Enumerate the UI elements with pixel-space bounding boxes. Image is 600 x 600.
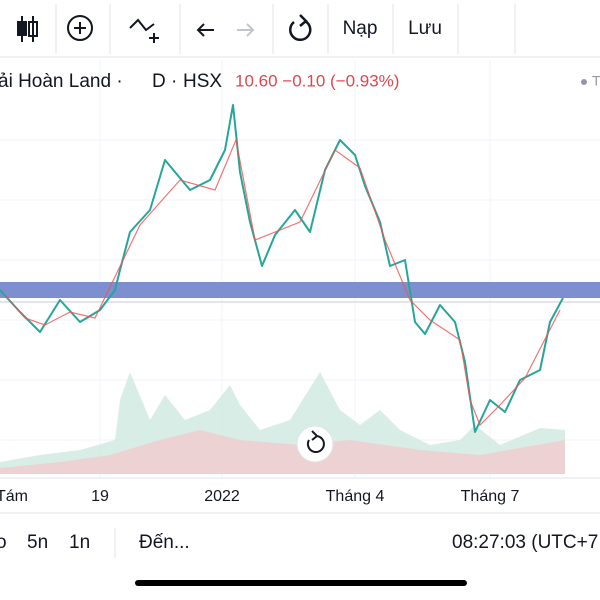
add-button[interactable] (67, 15, 93, 41)
indicator-button[interactable] (129, 18, 159, 43)
volume-down (0, 430, 565, 474)
load-button[interactable]: Nạp (343, 18, 378, 39)
status-text: T (592, 73, 600, 89)
symbol-name: ải Hoàn Land · (0, 71, 123, 92)
x-label: Tháng 4 (326, 488, 385, 505)
interval: D · (152, 71, 177, 92)
goto-button[interactable]: Đến... (139, 532, 190, 553)
price-series-down (4, 137, 561, 427)
save-button[interactable]: Lưu (408, 18, 442, 39)
undo-button[interactable] (196, 23, 214, 37)
exchange: HSX (183, 71, 222, 92)
x-label: 19 (91, 488, 109, 505)
reset-chart-button[interactable] (296, 425, 334, 463)
redo-button[interactable] (237, 23, 255, 37)
x-label: Tám (0, 488, 28, 505)
separators (0, 4, 600, 58)
home-indicator (135, 580, 467, 586)
chart-type-button[interactable] (17, 16, 38, 42)
x-label: Tháng 7 (461, 488, 520, 505)
range-button[interactable]: 5n (27, 532, 48, 553)
price-zone (0, 282, 600, 298)
x-label: 2022 (204, 488, 240, 505)
range-button[interactable]: 1n (69, 532, 90, 553)
price-info: 10.60 −0.10 (−0.93%) (235, 71, 399, 90)
price-series (0, 104, 564, 433)
range-button[interactable]: o (0, 532, 7, 553)
status-dot (581, 79, 587, 85)
clock: 08:27:03 (UTC+7 (452, 532, 598, 553)
reset-button[interactable] (289, 14, 312, 42)
toolbar (0, 4, 600, 58)
